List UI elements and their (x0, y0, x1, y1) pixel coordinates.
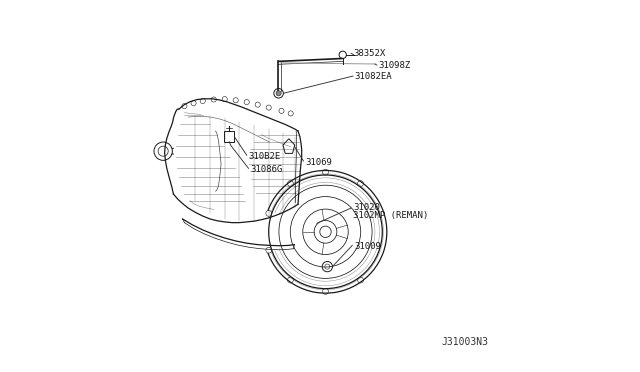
Text: 38352X: 38352X (353, 49, 385, 58)
Circle shape (276, 91, 281, 96)
Text: 310B2E: 310B2E (248, 152, 281, 161)
Text: 3102MP (REMAN): 3102MP (REMAN) (353, 211, 428, 220)
Text: J31003N3: J31003N3 (442, 337, 488, 347)
Text: 31086G: 31086G (250, 165, 283, 174)
Text: 31009: 31009 (354, 242, 381, 251)
Text: 31098Z: 31098Z (379, 61, 411, 70)
Text: 31020: 31020 (353, 203, 380, 212)
Text: 31069: 31069 (305, 158, 332, 167)
Text: 31082EA: 31082EA (355, 71, 392, 81)
